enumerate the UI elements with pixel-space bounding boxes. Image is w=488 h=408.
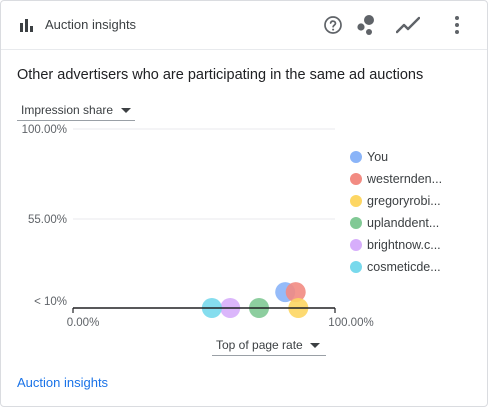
bar-chart-icon [20,19,33,32]
legend-label: brightnow.c... [367,238,441,252]
data-point: cosmeticde... [201,298,222,318]
legend-color-swatch [350,195,362,207]
x-metric-select[interactable]: Top of page rate [212,335,326,356]
x-tick-label: 0.00% [67,317,100,329]
y-tick-label: < 10% [34,296,67,308]
legend-color-swatch [350,173,362,185]
data-point: You [275,282,296,303]
legend-color-swatch [350,217,362,229]
legend-color-swatch [350,239,362,251]
legend-label: uplanddent... [367,216,440,230]
data-point: westernden... [285,282,306,303]
legend-label: gregoryrobi... [367,194,441,208]
x-tick-label: 100.00% [328,317,373,329]
dropdown-arrow-icon [310,343,320,348]
scatter-chart-icon[interactable] [354,13,378,37]
data-point: uplanddent... [249,298,270,318]
legend-color-swatch [350,151,362,163]
y-metric-select[interactable]: Impression share [17,100,135,121]
data-point: gregoryrobi... [288,298,309,318]
dropdown-arrow-icon [121,108,131,113]
y-tick-label: 100.00% [22,124,67,136]
y-tick-label: 55.00% [28,214,67,226]
more-vert-icon[interactable] [445,13,469,37]
y-metric-select-value: Impression share [21,103,114,117]
line-chart-icon[interactable] [396,13,420,37]
legend-label: cosmeticde... [367,260,441,274]
card-header: Auction insights [1,1,487,50]
legend-label: You [367,150,389,164]
card-title: Auction insights [45,17,137,32]
card-subtitle: Other advertisers who are participating … [17,67,424,83]
help-icon[interactable] [321,13,345,37]
x-metric-select-value: Top of page rate [216,338,303,352]
legend-label: westernden... [367,172,443,186]
data-point: brightnow.c... [220,298,241,318]
legend-color-swatch [350,261,362,273]
auction-insights-link[interactable]: Auction insights [17,375,109,390]
